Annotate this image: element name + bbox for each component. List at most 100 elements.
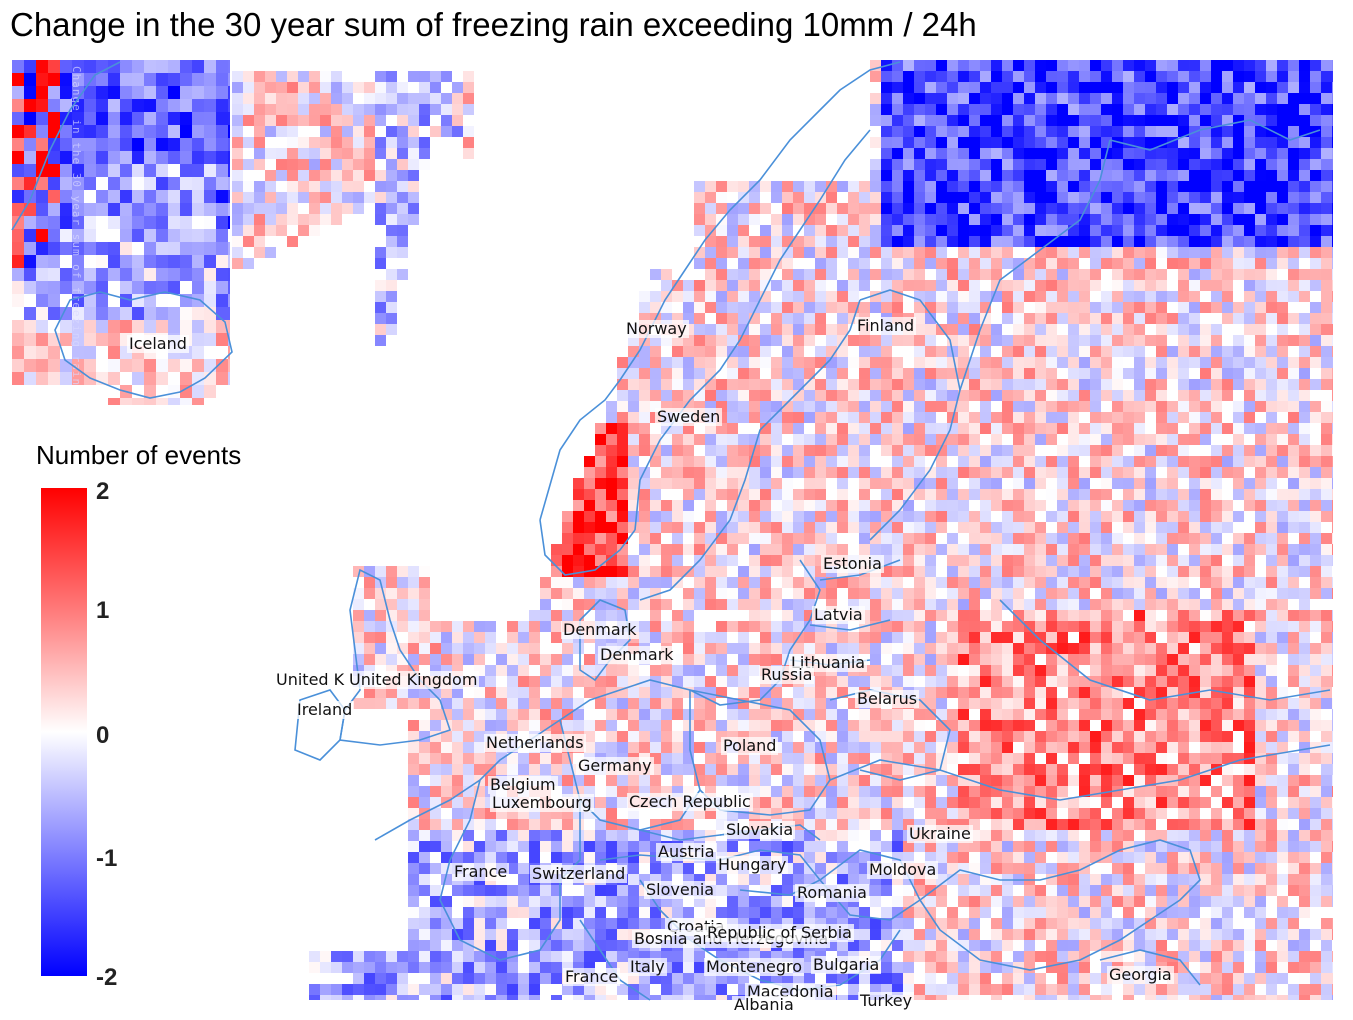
heatmap-cell: [694, 709, 705, 720]
heatmap-cell: [881, 93, 892, 104]
heatmap-cell: [1101, 841, 1112, 852]
heatmap-cell: [1200, 665, 1211, 676]
heatmap-cell: [969, 159, 980, 170]
heatmap-cell: [1211, 258, 1222, 269]
heatmap-cell: [914, 423, 925, 434]
heatmap-cell: [815, 709, 826, 720]
heatmap-cell: [1101, 687, 1112, 698]
heatmap-cell: [980, 423, 991, 434]
heatmap-cell: [870, 610, 881, 621]
heatmap-cell: [1244, 577, 1255, 588]
heatmap-cell: [1211, 676, 1222, 687]
heatmap-cell: [1200, 401, 1211, 412]
heatmap-cell: [1024, 423, 1035, 434]
heatmap-cell: [969, 786, 980, 797]
heatmap-cell: [1244, 236, 1255, 247]
heatmap-cell: [727, 434, 738, 445]
heatmap-cell: [1156, 214, 1167, 225]
heatmap-cell: [628, 566, 639, 577]
heatmap-cell: [1123, 368, 1134, 379]
heatmap-cell: [936, 401, 947, 412]
heatmap-cell: [1002, 126, 1013, 137]
heatmap-cell: [1332, 709, 1333, 720]
heatmap-cell: [672, 819, 683, 830]
heatmap-cell: [430, 786, 441, 797]
heatmap-cell: [1002, 555, 1013, 566]
heatmap-cell: [1288, 269, 1299, 280]
heatmap-cell: [958, 214, 969, 225]
heatmap-cell: [551, 753, 562, 764]
heatmap-cell: [1156, 137, 1167, 148]
heatmap-cell: [496, 830, 507, 841]
heatmap-cell: [936, 302, 947, 313]
heatmap-cell: [914, 225, 925, 236]
heatmap-cell: [419, 71, 430, 82]
heatmap-cell: [1013, 291, 1024, 302]
heatmap-cell: [386, 82, 397, 93]
heatmap-cell: [1123, 137, 1134, 148]
heatmap-cell: [782, 544, 793, 555]
heatmap-cell: [595, 830, 606, 841]
heatmap-cell: [738, 258, 749, 269]
heatmap-cell: [595, 544, 606, 555]
heatmap-cell: [364, 137, 375, 148]
heatmap-cell: [1134, 269, 1145, 280]
heatmap-cell: [1046, 555, 1057, 566]
heatmap-cell: [980, 225, 991, 236]
heatmap-cell: [639, 423, 650, 434]
heatmap-cell: [1002, 313, 1013, 324]
heatmap-cell: [815, 720, 826, 731]
heatmap-cell: [1288, 775, 1299, 786]
heatmap-cell: [1288, 522, 1299, 533]
heatmap-cell: [1079, 104, 1090, 115]
heatmap-cell: [1057, 247, 1068, 258]
heatmap-cell: [837, 313, 848, 324]
heatmap-cell: [375, 302, 386, 313]
heatmap-cell: [441, 632, 452, 643]
heatmap-cell: [1134, 786, 1145, 797]
heatmap-cell: [771, 357, 782, 368]
heatmap-cell: [936, 192, 947, 203]
heatmap-cell: [1068, 808, 1079, 819]
heatmap-cell: [1079, 280, 1090, 291]
heatmap-cell: [364, 126, 375, 137]
heatmap-cell: [1244, 335, 1255, 346]
heatmap-cell: [650, 467, 661, 478]
heatmap-cell: [925, 478, 936, 489]
heatmap-cell: [1090, 632, 1101, 643]
heatmap-cell: [1002, 852, 1013, 863]
heatmap-cell: [1167, 500, 1178, 511]
heatmap-cell: [914, 412, 925, 423]
heatmap-cell: [859, 764, 870, 775]
heatmap-cell: [1299, 192, 1310, 203]
heatmap-cell: [1024, 313, 1035, 324]
heatmap-cell: [815, 764, 826, 775]
heatmap-cell: [1233, 654, 1244, 665]
heatmap-cell: [793, 522, 804, 533]
heatmap-cell: [408, 610, 419, 621]
heatmap-cell: [1332, 830, 1333, 841]
heatmap-cell: [1299, 808, 1310, 819]
heatmap-cell: [903, 126, 914, 137]
heatmap-cell: [1332, 555, 1333, 566]
heatmap-cell: [1112, 412, 1123, 423]
heatmap-cell: [980, 71, 991, 82]
heatmap-cell: [276, 203, 287, 214]
heatmap-cell: [705, 522, 716, 533]
heatmap-cell: [903, 379, 914, 390]
heatmap-cell: [892, 742, 903, 753]
heatmap-cell: [1277, 390, 1288, 401]
heatmap-cell: [1046, 533, 1057, 544]
heatmap-cell: [628, 863, 639, 874]
heatmap-cell: [386, 566, 397, 577]
heatmap-cell: [1101, 170, 1112, 181]
heatmap-cell: [452, 808, 463, 819]
heatmap-cell: [1233, 236, 1244, 247]
heatmap-cell: [760, 247, 771, 258]
heatmap-cell: [1046, 357, 1057, 368]
heatmap-cell: [716, 654, 727, 665]
heatmap-cell: [1266, 82, 1277, 93]
heatmap-cell: [1211, 82, 1222, 93]
heatmap-cell: [1101, 82, 1112, 93]
heatmap-cell: [1123, 500, 1134, 511]
